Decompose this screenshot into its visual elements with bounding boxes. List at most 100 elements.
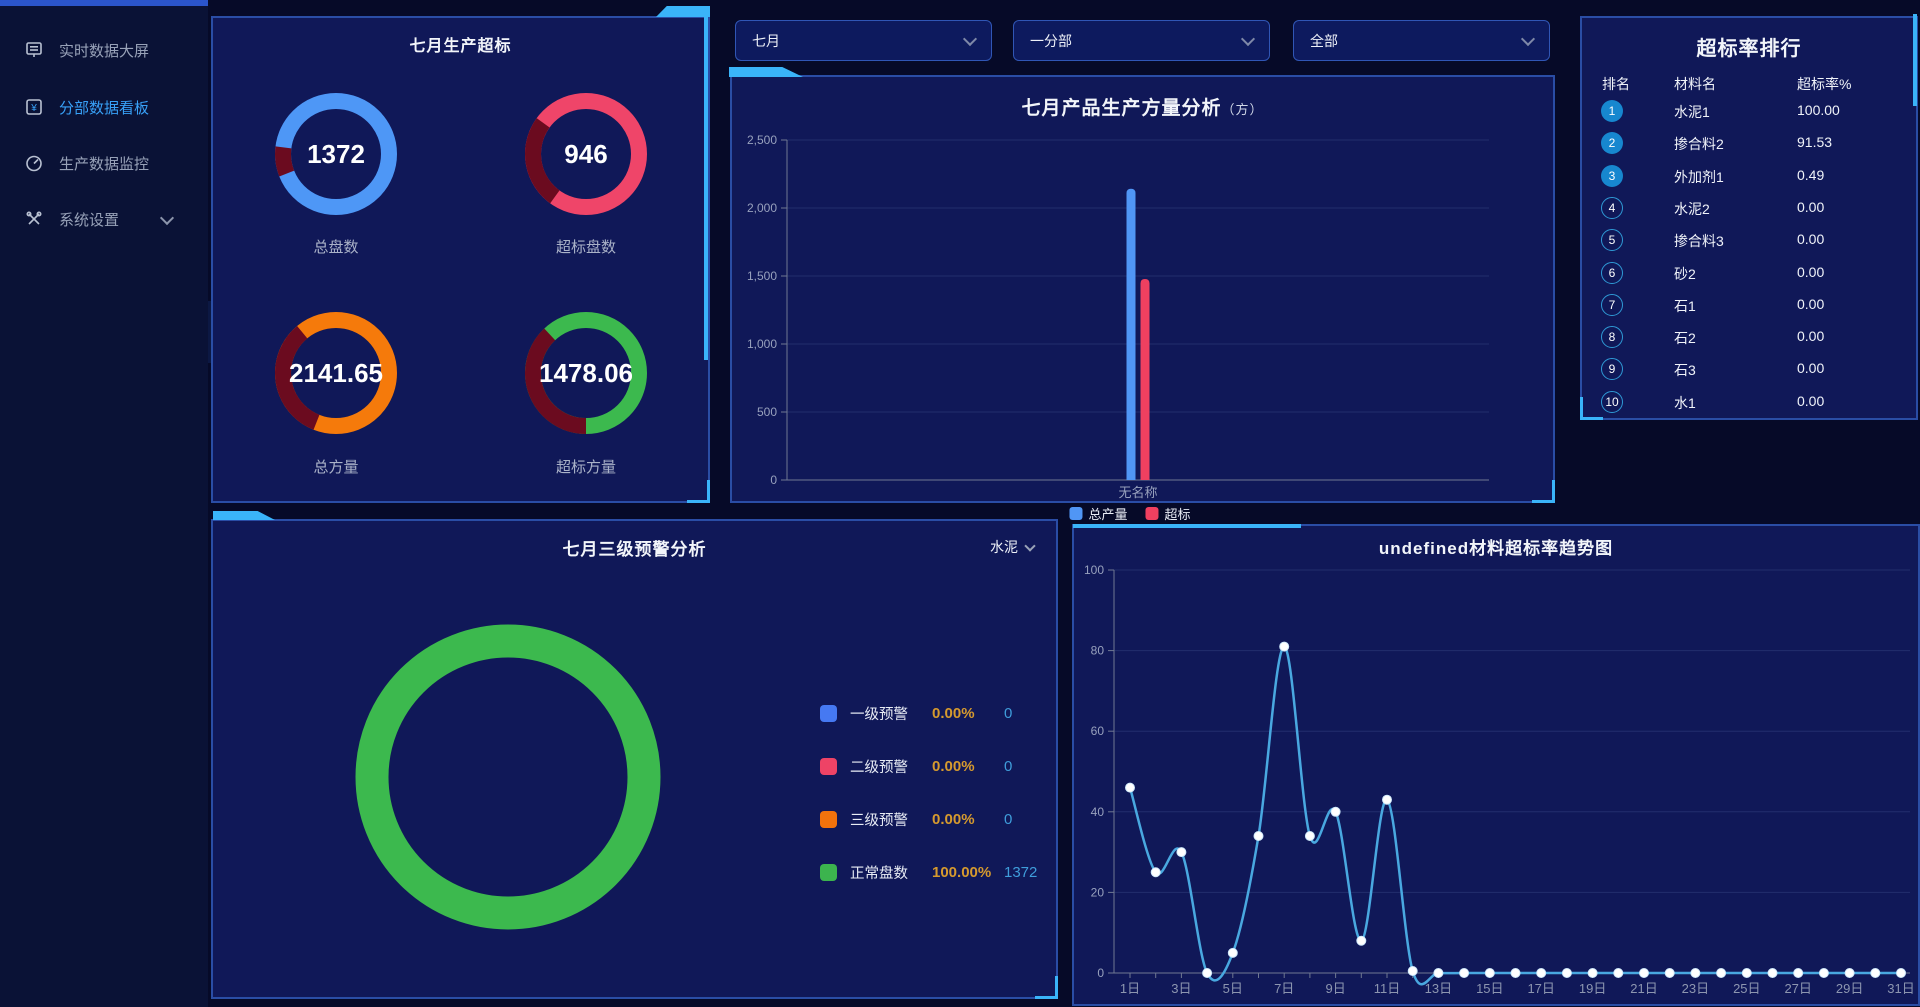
system-settings-icon bbox=[26, 211, 42, 225]
legend-item-exceed[interactable]: 超标 bbox=[1145, 504, 1191, 523]
ranking-col-material: 材料名 bbox=[1674, 76, 1716, 92]
overview-panel-title: 七月生产超标 bbox=[409, 38, 512, 55]
svg-text:60: 60 bbox=[1091, 724, 1105, 738]
month-select[interactable]: 七月 bbox=[735, 20, 992, 61]
ranking-row: 6 砂2 0.00 bbox=[1582, 261, 1916, 286]
sidebar-item-production-monitor[interactable]: 生产数据监控 bbox=[0, 141, 208, 185]
month-select-value: 七月 bbox=[752, 32, 780, 49]
warning-legend-normal[interactable]: 正常盘数 100.00% 1372 bbox=[820, 862, 1037, 882]
material-name: 砂2 bbox=[1674, 265, 1696, 282]
svg-text:9日: 9日 bbox=[1325, 981, 1345, 996]
svg-text:25日: 25日 bbox=[1733, 981, 1760, 996]
svg-text:3日: 3日 bbox=[1171, 981, 1191, 996]
legend-count: 0 bbox=[1004, 757, 1013, 775]
sidebar-item-system-settings[interactable]: 系统设置 bbox=[0, 197, 208, 241]
sidebar-item-branch-board[interactable]: ¥ 分部数据看板 bbox=[0, 85, 208, 129]
material-name: 石3 bbox=[1674, 362, 1696, 379]
panel-accent-tab bbox=[213, 511, 275, 520]
total-volume-label: 总方量 bbox=[313, 459, 359, 476]
rank-badge: 5 bbox=[1601, 229, 1623, 252]
ranking-row: 8 石2 0.00 bbox=[1582, 326, 1916, 350]
warning-donut-chart bbox=[355, 624, 661, 930]
svg-text:5日: 5日 bbox=[1223, 981, 1243, 996]
svg-text:23日: 23日 bbox=[1682, 981, 1709, 996]
legend-swatch bbox=[820, 757, 837, 775]
sidebar-item-label: 系统设置 bbox=[59, 211, 120, 229]
chevron-down-icon bbox=[1240, 31, 1256, 46]
branch-select[interactable]: 一分部 bbox=[1013, 20, 1270, 61]
svg-text:31日: 31日 bbox=[1887, 981, 1914, 996]
panel-accent-tab bbox=[729, 67, 803, 77]
material-filter-select[interactable]: 水泥 bbox=[990, 537, 1036, 557]
warning-panel: 七月三级预警分析 水泥 一级预警 0.00% 0 二级预警 0.00% 0 三级… bbox=[211, 519, 1058, 999]
production-chart-title-unit: （方） bbox=[1221, 102, 1264, 117]
bar-chart-legend: 总产量 超标 bbox=[1069, 504, 1191, 523]
legend-percent: 100.00% bbox=[932, 863, 992, 881]
svg-text:80: 80 bbox=[1091, 644, 1105, 658]
branch-select-value: 一分部 bbox=[1030, 32, 1072, 49]
legend-count: 0 bbox=[1004, 810, 1013, 828]
production-bar-chart: 0 500 1,000 1,500 2,000 2,500 无名称 bbox=[747, 133, 1489, 500]
warning-panel-title: 七月三级预警分析 bbox=[562, 540, 707, 559]
exceed-volume-value: 1478.06 bbox=[539, 357, 633, 388]
svg-text:2,000: 2,000 bbox=[747, 201, 777, 215]
legend-label: 超标 bbox=[1164, 507, 1191, 522]
rank-badge: 8 bbox=[1601, 326, 1623, 349]
warning-legend-level2[interactable]: 二级预警 0.00% 0 bbox=[820, 756, 1012, 776]
total-volume-donut: 2141.65 bbox=[261, 298, 411, 448]
exceed-rate: 0.00 bbox=[1797, 392, 1825, 409]
ranking-panel: 超标率排行 排名 材料名 超标率% 1 水泥1 100.00 2 掺合料2 91.53 3 外… bbox=[1580, 16, 1918, 420]
sidebar-item-realtime-screen[interactable]: 实时数据大屏 bbox=[0, 28, 208, 72]
warning-legend-level1[interactable]: 一级预警 0.00% 0 bbox=[820, 703, 1012, 723]
svg-text:15日: 15日 bbox=[1476, 981, 1503, 996]
overview-panel: 七月生产超标 1372 总盘数 946 超标盘数 2141.65 总方量 147… bbox=[211, 16, 710, 503]
svg-text:7日: 7日 bbox=[1274, 981, 1294, 996]
total-plates-label: 总盘数 bbox=[313, 239, 359, 256]
panel-accent-tab bbox=[656, 6, 710, 17]
branch-board-icon: ¥ bbox=[26, 99, 42, 115]
ranking-row: 10 水1 0.00 bbox=[1582, 390, 1916, 415]
legend-percent: 0.00% bbox=[932, 757, 975, 775]
ranking-row: 4 水泥2 0.00 bbox=[1582, 196, 1916, 221]
svg-text:13日: 13日 bbox=[1425, 981, 1452, 996]
ranking-row: 1 水泥1 100.00 bbox=[1582, 100, 1916, 124]
ranking-row: 5 掺合料3 0.00 bbox=[1582, 229, 1916, 253]
material-name: 掺合料2 bbox=[1674, 136, 1724, 153]
legend-label: 三级预警 bbox=[850, 812, 908, 829]
production-chart-panel: 七月产品生产方量分析（方） 0 500 1,000 1,500 2,000 2,500 无名… bbox=[730, 75, 1555, 522]
chevron-down-icon bbox=[962, 31, 978, 46]
panel-accent-edge bbox=[704, 15, 708, 360]
legend-label: 总产量 bbox=[1088, 507, 1128, 522]
svg-text:1,000: 1,000 bbox=[747, 337, 777, 351]
material-select-value: 全部 bbox=[1310, 32, 1338, 49]
exceed-plates-label: 超标盘数 bbox=[555, 239, 616, 256]
svg-text:100: 100 bbox=[1084, 563, 1104, 577]
legend-item-total-output[interactable]: 总产量 bbox=[1069, 504, 1128, 523]
ranking-row: 7 石1 0.00 bbox=[1582, 293, 1916, 318]
svg-text:1日: 1日 bbox=[1120, 981, 1140, 996]
production-monitor-icon bbox=[26, 155, 42, 172]
panel-accent-edge bbox=[1913, 14, 1917, 106]
exceed-rate: 0.00 bbox=[1797, 295, 1825, 312]
sidebar-item-label: 分部数据看板 bbox=[59, 99, 150, 117]
corner-accent bbox=[687, 480, 710, 503]
corner-accent bbox=[1580, 397, 1603, 420]
donut-chart bbox=[275, 312, 397, 434]
legend-swatch bbox=[1145, 507, 1159, 520]
ranking-panel-title: 超标率排行 bbox=[1696, 38, 1802, 60]
svg-text:17日: 17日 bbox=[1527, 981, 1554, 996]
donut-chart bbox=[275, 93, 397, 215]
exceed-rate: 0.00 bbox=[1797, 328, 1825, 345]
material-select[interactable]: 全部 bbox=[1293, 20, 1550, 61]
chevron-down-icon bbox=[159, 210, 175, 225]
legend-percent: 0.00% bbox=[932, 704, 975, 722]
rank-badge: 1 bbox=[1601, 100, 1623, 122]
svg-text:500: 500 bbox=[757, 405, 777, 419]
warning-legend-level3[interactable]: 三级预警 0.00% 0 bbox=[820, 809, 1012, 829]
sidebar-item-label: 实时数据大屏 bbox=[59, 42, 150, 60]
ranking-col-rank: 排名 bbox=[1602, 76, 1630, 92]
sidebar: 实时数据大屏 ¥ 分部数据看板 生产数据监控 系统设置 bbox=[0, 0, 225, 1007]
material-name: 水泥1 bbox=[1674, 104, 1710, 120]
svg-text:无名称: 无名称 bbox=[1118, 485, 1157, 500]
donut-chart bbox=[525, 312, 647, 434]
